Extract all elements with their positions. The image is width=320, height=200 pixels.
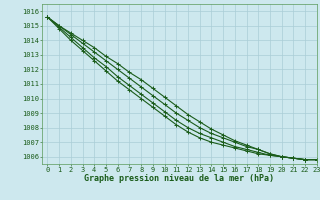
X-axis label: Graphe pression niveau de la mer (hPa): Graphe pression niveau de la mer (hPa) xyxy=(84,174,274,183)
